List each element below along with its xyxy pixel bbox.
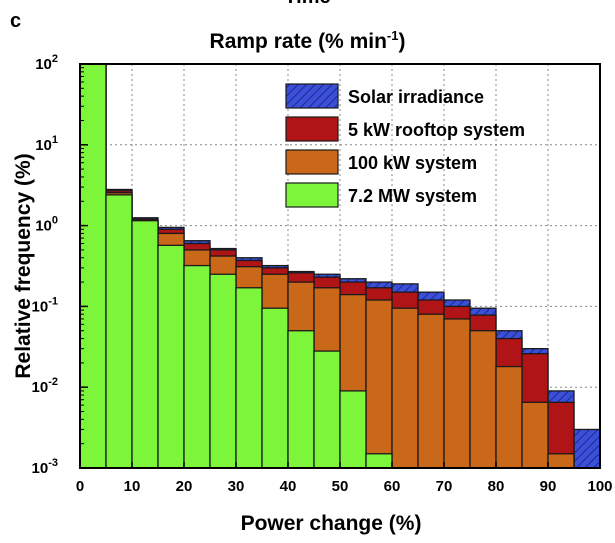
bar bbox=[547, 453, 575, 469]
x-tick-label: 20 bbox=[176, 478, 193, 495]
bar bbox=[105, 194, 133, 469]
y-tick-label: 101 bbox=[35, 134, 58, 154]
legend-swatch bbox=[285, 149, 339, 175]
bar bbox=[235, 287, 263, 469]
x-tick-label: 50 bbox=[332, 478, 349, 495]
ticks-layer: 0 10 20 30 40 50 60 70 80 90 100 10-3 10-2 10-1 100 101… bbox=[32, 53, 613, 495]
cut-off-title: Time bbox=[0, 0, 615, 9]
chart-title-end: ) bbox=[398, 30, 406, 53]
x-tick-label: 0 bbox=[76, 478, 84, 495]
x-tick-label: 80 bbox=[488, 478, 505, 495]
chart-title-superscript: -1 bbox=[386, 28, 399, 43]
bar bbox=[495, 365, 523, 469]
y-axis-title: Relative frequency (%) bbox=[12, 153, 35, 378]
y-tick-label: 10-2 bbox=[32, 376, 58, 396]
legend-swatch bbox=[285, 116, 339, 142]
bar bbox=[521, 401, 549, 469]
panel-letter: c bbox=[10, 10, 22, 32]
legend-label: 7.2 MW system bbox=[348, 186, 477, 206]
legend-label: 5 kW rooftop system bbox=[348, 120, 525, 140]
bar bbox=[313, 350, 341, 469]
x-tick-label: 40 bbox=[280, 478, 297, 495]
x-tick-label: 30 bbox=[228, 478, 245, 495]
legend-swatch bbox=[285, 83, 339, 109]
chart-title-main: Ramp rate (% min bbox=[209, 30, 387, 53]
bar bbox=[443, 318, 471, 469]
y-tick-label: 100 bbox=[35, 215, 58, 235]
chart-title: Ramp rate (% min-1) bbox=[0, 28, 615, 54]
bar bbox=[417, 313, 445, 469]
bar bbox=[365, 299, 393, 469]
bar bbox=[131, 220, 159, 469]
legend: Solar irradiance 5 kW rooftop system 100 k… bbox=[285, 83, 525, 208]
x-axis-title: Power change (%) bbox=[241, 512, 422, 535]
bar bbox=[183, 264, 211, 469]
bar bbox=[209, 273, 237, 469]
legend-label: 100 kW system bbox=[348, 153, 477, 173]
bar bbox=[287, 330, 315, 469]
bars-layer bbox=[79, 63, 601, 469]
bar bbox=[573, 428, 601, 469]
x-tick-label: 70 bbox=[436, 478, 453, 495]
y-tick-label: 10-1 bbox=[32, 295, 58, 315]
legend-label: Solar irradiance bbox=[348, 87, 484, 107]
x-tick-label: 60 bbox=[384, 478, 401, 495]
x-tick-label: 100 bbox=[587, 478, 612, 495]
bar bbox=[157, 244, 185, 469]
y-tick-label: 10-3 bbox=[32, 457, 58, 477]
bar bbox=[79, 63, 107, 469]
bar bbox=[339, 390, 367, 469]
bar bbox=[469, 330, 497, 469]
x-tick-label: 10 bbox=[124, 478, 141, 495]
y-tick-label: 102 bbox=[35, 53, 58, 73]
bar bbox=[391, 307, 419, 469]
legend-swatch bbox=[285, 182, 339, 208]
x-tick-label: 90 bbox=[540, 478, 557, 495]
bar bbox=[261, 307, 289, 469]
bar bbox=[365, 453, 393, 469]
